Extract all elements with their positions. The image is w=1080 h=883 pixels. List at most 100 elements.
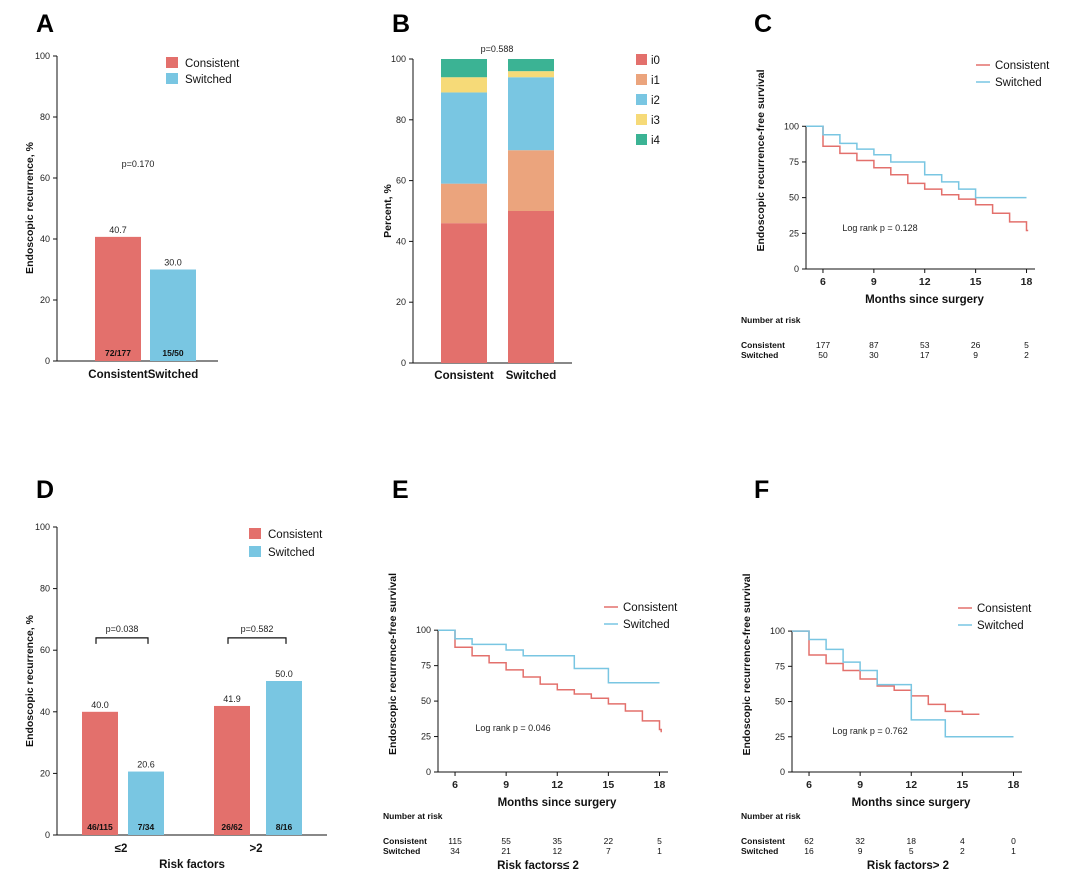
d-y-tick-label: 80 xyxy=(40,584,50,594)
d-legend-switched: Switched xyxy=(268,547,315,559)
f-caption: Risk factors> 2 xyxy=(867,860,949,872)
d-value-label: 50.0 xyxy=(275,669,293,679)
b-category-label: Switched xyxy=(506,370,556,382)
b-legend-i1: i1 xyxy=(651,75,660,87)
a-y-axis-label: Endoscopic recurrence, % xyxy=(24,141,36,274)
c-legend-switched: Switched xyxy=(995,77,1042,89)
panel-letter-d: D xyxy=(36,476,54,504)
panel-letter-e: E xyxy=(392,476,409,504)
e-log-rank: Log rank p = 0.046 xyxy=(475,723,550,733)
a-legend-consistent-swatch xyxy=(166,57,178,68)
f-legend-switched: Switched xyxy=(977,620,1024,632)
b-segment-i0-1 xyxy=(508,211,554,363)
a-legend-switched-swatch xyxy=(166,73,178,84)
f-curve-consistent xyxy=(792,630,980,715)
a-p-value: p=0.170 xyxy=(122,159,155,169)
d-bar-switched-1 xyxy=(266,681,302,835)
b-y-tick-label: 20 xyxy=(396,297,406,307)
b-y-tick-label: 40 xyxy=(396,236,406,246)
c-x-tick-label: 15 xyxy=(970,276,982,288)
d-value-label: 41.9 xyxy=(223,694,241,704)
f-x-tick-label: 12 xyxy=(905,779,917,791)
f-risk-value: 1 xyxy=(1011,846,1016,856)
f-risk-value: 32 xyxy=(855,836,865,846)
e-risk-row-name: Switched xyxy=(383,846,420,856)
b-segment-i2-0 xyxy=(441,92,487,184)
f-risk-value: 2 xyxy=(960,846,965,856)
f-risk-value: 4 xyxy=(960,836,965,846)
f-legend-consistent: Consistent xyxy=(977,603,1032,615)
f-y-tick-label: 0 xyxy=(780,767,785,777)
c-y-tick-label: 50 xyxy=(789,193,799,203)
panel-b-stacked-bar-chart: 0 20 40 60 80 100 Percent, % Consistent Switched… xyxy=(382,44,661,382)
e-y-tick-label: 75 xyxy=(421,661,431,671)
e-curve-switched xyxy=(438,629,660,684)
f-x-tick-label: 9 xyxy=(857,779,863,791)
e-risk-value: 55 xyxy=(501,836,511,846)
a-y-tick-label: 80 xyxy=(40,112,50,122)
e-risk-row-name: Consistent xyxy=(383,836,427,846)
a-category-label: Switched xyxy=(148,369,198,381)
a-value-label: 30.0 xyxy=(164,258,182,268)
c-y-tick-label: 75 xyxy=(789,157,799,167)
panel-letter-f: F xyxy=(754,476,769,504)
f-y-tick-label: 25 xyxy=(775,732,785,742)
b-legend-swatch-i3 xyxy=(636,114,647,125)
f-risk-row-name: Consistent xyxy=(741,836,785,846)
f-y-axis-label: Endoscopic recurrence-free survival xyxy=(741,573,753,755)
e-risk-value: 22 xyxy=(604,836,614,846)
d-value-label: 40.0 xyxy=(91,700,109,710)
e-risk-value: 7 xyxy=(606,846,611,856)
a-y-tick-label: 20 xyxy=(40,295,50,305)
panel-letter-b: B xyxy=(392,10,410,38)
c-log-rank: Log rank p = 0.128 xyxy=(842,223,917,233)
panel-a-bar-chart: 0 20 40 60 80 100 Endoscopic recurrence, % 40.7… xyxy=(24,51,240,381)
e-x-tick-label: 15 xyxy=(603,779,615,791)
panel-letter-a: A xyxy=(36,10,54,38)
f-risk-value: 62 xyxy=(804,836,814,846)
d-legend-switched-swatch xyxy=(249,546,261,557)
d-significance-bracket xyxy=(227,637,287,644)
f-log-rank: Log rank p = 0.762 xyxy=(832,726,907,736)
d-y-tick-label: 60 xyxy=(40,645,50,655)
a-category-label: Consistent xyxy=(88,369,148,381)
e-y-tick-label: 50 xyxy=(421,696,431,706)
f-x-tick-label: 15 xyxy=(957,779,969,791)
b-p-value: p=0.588 xyxy=(481,44,514,54)
b-legend-i0: i0 xyxy=(651,55,660,67)
d-x-axis-label: Risk factors xyxy=(159,859,225,871)
f-curve-switched xyxy=(792,630,1014,738)
d-category-label: >2 xyxy=(249,843,262,855)
e-risk-value: 1 xyxy=(657,846,662,856)
f-risk-title: Number at risk xyxy=(741,811,801,821)
d-bar-switched-0 xyxy=(128,771,164,835)
c-x-axis-label: Months since surgery xyxy=(865,294,984,306)
e-risk-title: Number at risk xyxy=(383,811,443,821)
c-risk-value: 177 xyxy=(816,340,830,350)
c-risk-value: 26 xyxy=(971,340,981,350)
b-y-tick-label: 80 xyxy=(396,115,406,125)
c-y-tick-label: 100 xyxy=(784,121,799,131)
b-segment-i0-0 xyxy=(441,223,487,363)
d-y-tick-label: 100 xyxy=(35,522,50,532)
b-legend-swatch-i0 xyxy=(636,54,647,65)
c-x-tick-label: 18 xyxy=(1021,276,1033,288)
d-y-axis-label: Endoscopic recurrence, % xyxy=(24,614,36,747)
e-risk-value: 35 xyxy=(553,836,563,846)
b-legend-i3: i3 xyxy=(651,115,660,127)
f-y-tick-label: 100 xyxy=(770,626,785,636)
b-segment-i3-0 xyxy=(441,77,487,93)
c-y-axis-label: Endoscopic recurrence-free survival xyxy=(755,69,767,251)
e-curve-consistent xyxy=(438,629,662,733)
b-legend-swatch-i2 xyxy=(636,94,647,105)
d-y-tick-label: 20 xyxy=(40,768,50,778)
e-risk-value: 34 xyxy=(450,846,460,856)
b-segment-i1-1 xyxy=(508,150,554,211)
e-x-tick-label: 6 xyxy=(452,779,458,791)
a-value-label: 40.7 xyxy=(109,225,127,235)
e-x-axis-label: Months since surgery xyxy=(498,797,617,809)
f-risk-value: 0 xyxy=(1011,836,1016,846)
c-risk-title: Number at risk xyxy=(741,315,801,325)
